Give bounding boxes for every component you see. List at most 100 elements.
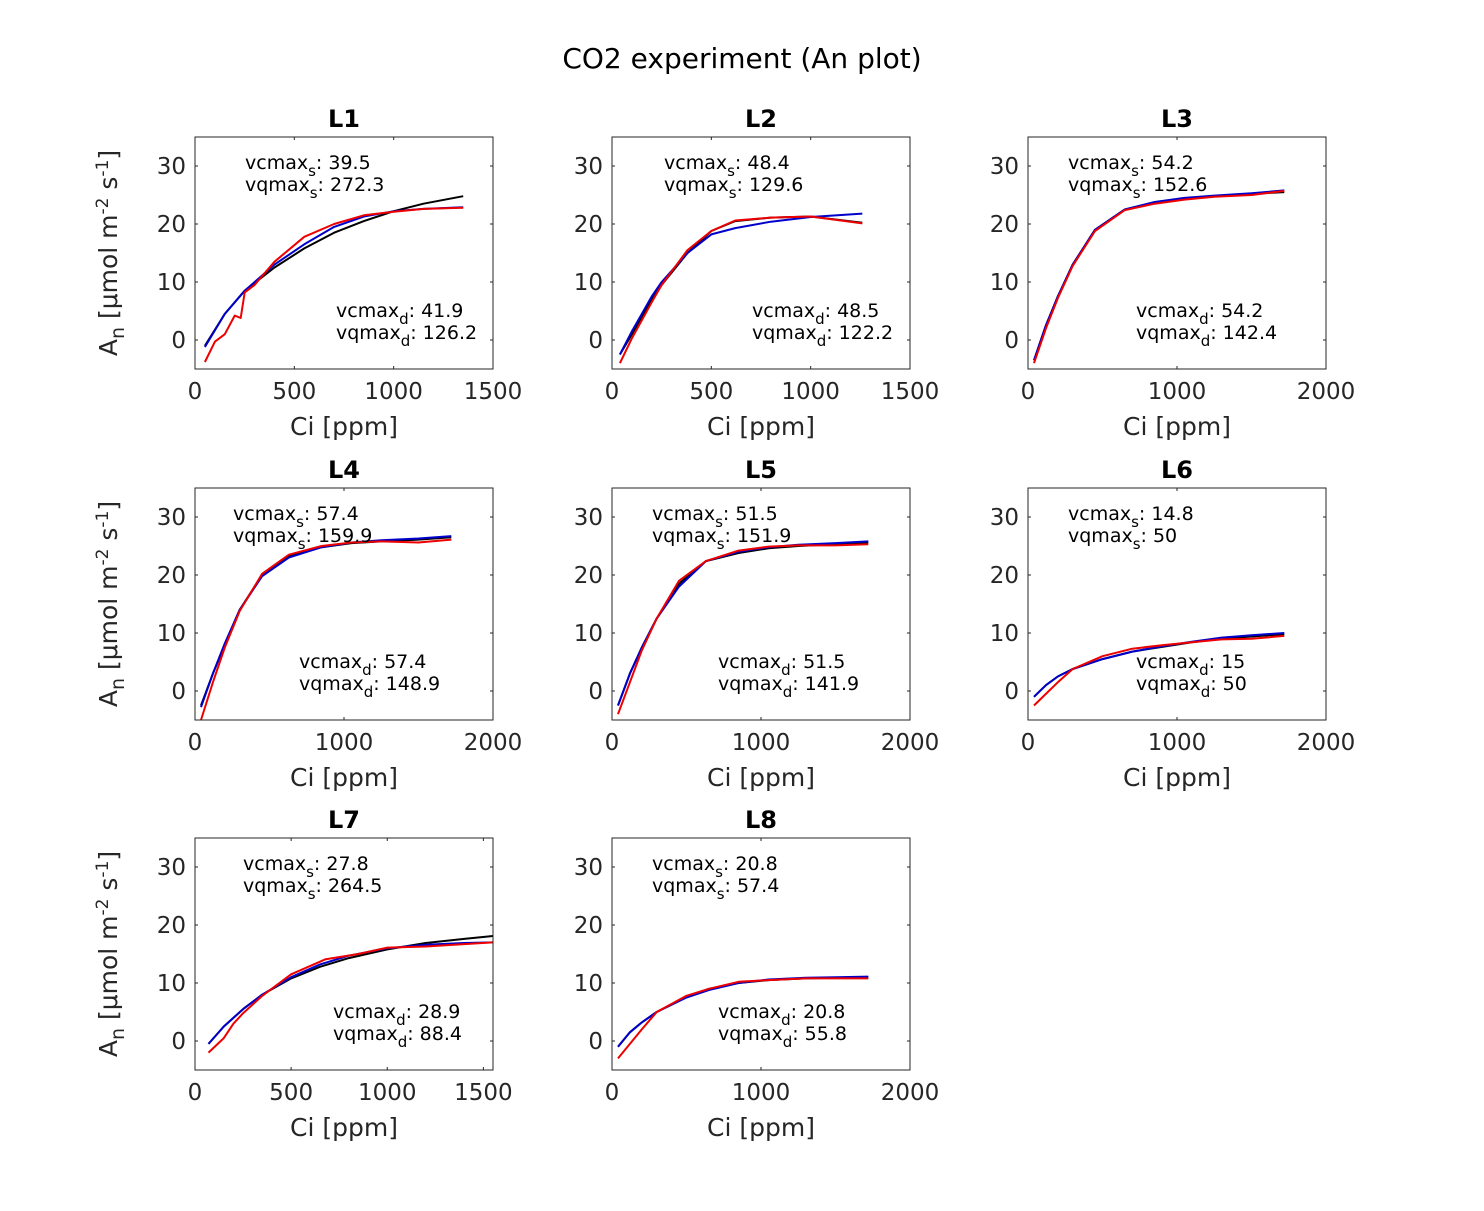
y-tick-label: 20 xyxy=(990,212,1019,238)
x-axis-label: Ci [ppm] xyxy=(1123,763,1231,792)
y-tick-label: 10 xyxy=(574,971,603,997)
x-axis-label: Ci [ppm] xyxy=(707,412,815,441)
y-tick-label: 10 xyxy=(157,971,186,997)
annotation-vqmax-d: vqmaxd: 55.8 xyxy=(718,1023,847,1051)
x-tick-label: 2000 xyxy=(1297,379,1356,405)
x-tick-label: 1000 xyxy=(1148,379,1207,405)
series-line-3 xyxy=(207,941,494,1054)
y-tick-label: 0 xyxy=(1004,328,1019,354)
series-line-3 xyxy=(1033,634,1285,707)
y-tick-label: 20 xyxy=(990,563,1019,589)
annotation-vqmax-d: vqmaxd: 50 xyxy=(1136,673,1247,701)
x-tick-label: 500 xyxy=(689,379,733,405)
x-tick-label: 1000 xyxy=(732,1080,791,1106)
x-tick-label: 1500 xyxy=(881,379,940,405)
series-line-3 xyxy=(1033,189,1285,364)
axes-box xyxy=(194,837,494,1071)
y-tick-label: 10 xyxy=(574,621,603,647)
annotation-vqmax-d: vqmaxd: 126.2 xyxy=(336,322,477,350)
x-axis-label: Ci [ppm] xyxy=(290,1113,398,1142)
y-tick-label: 10 xyxy=(157,621,186,647)
y-tick-label: 0 xyxy=(171,679,186,705)
y-tick-label: 20 xyxy=(157,913,186,939)
annotation-vcmax-d: vcmaxd: 41.9 xyxy=(336,300,463,328)
y-tick-label: 30 xyxy=(990,154,1019,180)
x-tick-label: 1000 xyxy=(1148,730,1207,756)
y-tick-label: 0 xyxy=(171,1029,186,1055)
series-line-2 xyxy=(200,535,452,708)
chart-panel-l7: L7 0 500 1000 1500 0 10 20 30 Ci [ppm] An [μmol m-… xyxy=(93,806,513,1142)
x-tick-label: 0 xyxy=(1021,730,1036,756)
x-tick-label: 1000 xyxy=(781,379,840,405)
x-tick-label: 0 xyxy=(188,730,203,756)
chart-panel-l4: L4 0 1000 2000 0 10 20 30 Ci [ppm] An [μmol m-2 s… xyxy=(93,456,522,792)
annotation-vcmax-s: vcmaxs: 20.8 xyxy=(652,853,778,881)
y-tick-label: 30 xyxy=(157,855,186,881)
x-tick-label: 1000 xyxy=(364,379,423,405)
panel-title: L5 xyxy=(745,456,777,484)
y-tick-label: 20 xyxy=(157,212,186,238)
x-tick-label: 0 xyxy=(188,1080,203,1106)
x-tick-label: 0 xyxy=(1021,379,1036,405)
x-tick-label: 2000 xyxy=(1297,730,1356,756)
annotation-vqmax-s: vqmaxs: 272.3 xyxy=(245,174,384,202)
x-tick-label: 0 xyxy=(605,730,620,756)
annotation-vqmax-s: vqmaxs: 159.9 xyxy=(233,525,372,553)
x-tick-label: 500 xyxy=(269,1080,313,1106)
panel-title: L4 xyxy=(328,456,360,484)
series-line-3 xyxy=(617,543,869,715)
x-tick-label: 2000 xyxy=(881,730,940,756)
annotation-vqmax-d: vqmaxd: 122.2 xyxy=(752,322,893,350)
annotation-vqmax-d: vqmaxd: 142.4 xyxy=(1136,322,1277,350)
series-line-3 xyxy=(617,977,869,1060)
annotation-vcmax-d: vcmaxd: 28.9 xyxy=(333,1001,460,1029)
x-axis-label: Ci [ppm] xyxy=(707,763,815,792)
annotation-vqmax-s: vqmaxs: 57.4 xyxy=(652,875,779,903)
series-line-2 xyxy=(207,941,494,1045)
series-line-3 xyxy=(618,215,863,364)
series-line-2 xyxy=(619,212,863,355)
x-axis-label: Ci [ppm] xyxy=(1123,412,1231,441)
annotation-vcmax-d: vcmaxd: 15 xyxy=(1136,651,1245,679)
annotation-vcmax-d: vcmaxd: 51.5 xyxy=(718,651,845,679)
panel-title: L2 xyxy=(745,105,777,133)
series-line-3 xyxy=(200,538,452,721)
chart-panel-l2: L2 0 500 1000 1500 0 10 20 30 Ci [ppm] vcmaxs: 48.… xyxy=(574,105,940,441)
y-tick-label: 20 xyxy=(574,913,603,939)
annotation-vqmax-s: vqmaxs: 50 xyxy=(1068,525,1177,553)
x-tick-label: 1500 xyxy=(464,379,523,405)
y-axis-label: An [μmol m-2 s-1] xyxy=(93,851,129,1057)
annotation-vcmax-d: vcmaxd: 57.4 xyxy=(299,651,426,679)
x-tick-label: 1500 xyxy=(454,1080,513,1106)
panel-title: L7 xyxy=(328,806,360,834)
x-tick-label: 0 xyxy=(188,379,203,405)
x-tick-label: 500 xyxy=(272,379,316,405)
y-tick-label: 20 xyxy=(574,563,603,589)
y-tick-label: 30 xyxy=(574,154,603,180)
annotation-vcmax-d: vcmaxd: 48.5 xyxy=(752,300,879,328)
axes-box xyxy=(194,136,494,370)
x-axis-label: Ci [ppm] xyxy=(707,1113,815,1142)
y-tick-label: 30 xyxy=(574,855,603,881)
x-tick-label: 1000 xyxy=(315,730,374,756)
annotation-vqmax-s: vqmaxs: 264.5 xyxy=(243,875,382,903)
x-axis-label: Ci [ppm] xyxy=(290,412,398,441)
y-tick-label: 10 xyxy=(574,270,603,296)
annotation-vqmax-s: vqmaxs: 151.9 xyxy=(652,525,791,553)
x-tick-label: 0 xyxy=(605,1080,620,1106)
y-tick-label: 0 xyxy=(1004,679,1019,705)
chart-panel-l1: L1 0 500 1000 1500 0 10 20 30 Ci [ppm] An [μmol m-… xyxy=(93,105,522,441)
y-tick-label: 30 xyxy=(157,505,186,531)
annotation-vqmax-d: vqmaxd: 141.9 xyxy=(718,673,859,701)
annotation-vqmax-s: vqmaxs: 129.6 xyxy=(664,174,803,202)
y-tick-label: 30 xyxy=(574,505,603,531)
y-axis-label: An [μmol m-2 s-1] xyxy=(93,150,129,356)
x-tick-label: 2000 xyxy=(464,730,523,756)
y-tick-label: 10 xyxy=(157,270,186,296)
annotation-vcmax-s: vcmaxs: 27.8 xyxy=(243,853,369,881)
annotation-vcmax-s: vcmaxs: 39.5 xyxy=(245,152,371,180)
